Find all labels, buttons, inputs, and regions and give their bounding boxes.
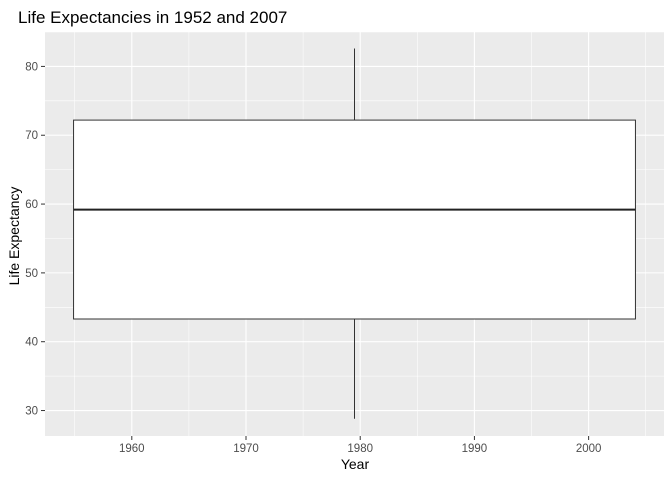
y-tick-label: 40 xyxy=(25,337,38,349)
x-tick-label: 1980 xyxy=(347,443,373,455)
y-axis-title: Life Expectancy xyxy=(6,187,22,286)
box-layer xyxy=(73,48,636,419)
y-tick-label: 30 xyxy=(25,406,38,418)
y-tick-label: 60 xyxy=(25,199,38,211)
y-tick-label: 50 xyxy=(25,268,38,280)
x-tick-label: 1970 xyxy=(233,443,259,455)
box-body xyxy=(73,119,636,320)
y-axis-ticks: 30 40 50 60 70 80 xyxy=(25,61,45,418)
x-tick-label: 2000 xyxy=(576,443,602,455)
x-axis-ticks: 1960 1970 1980 1990 2000 xyxy=(119,436,601,455)
chart-title: Life Expectancies in 1952 and 2007 xyxy=(18,8,287,27)
x-axis-title: Year xyxy=(341,456,370,472)
x-tick-label: 1990 xyxy=(462,443,488,455)
y-tick-label: 70 xyxy=(25,130,38,142)
y-tick-label: 80 xyxy=(25,61,38,73)
x-tick-label: 1960 xyxy=(119,443,145,455)
